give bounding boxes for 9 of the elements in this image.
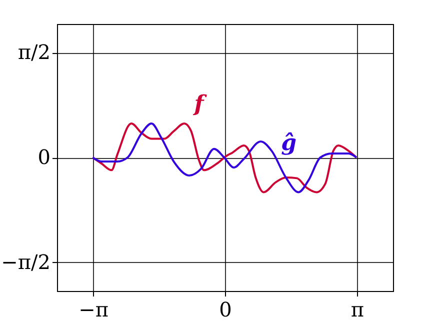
x-tick-label: π: [350, 298, 364, 322]
x-tick-label: −π: [78, 298, 109, 322]
x-tick-label: 0: [219, 298, 232, 322]
y-tick-label: −π/2: [1, 250, 50, 274]
y-tick-label: π/2: [18, 40, 50, 64]
series-label: f: [192, 91, 208, 118]
series-label: ĝ: [281, 130, 297, 156]
line-series: [92, 122, 358, 194]
y-tick-label: 0: [38, 145, 50, 169]
